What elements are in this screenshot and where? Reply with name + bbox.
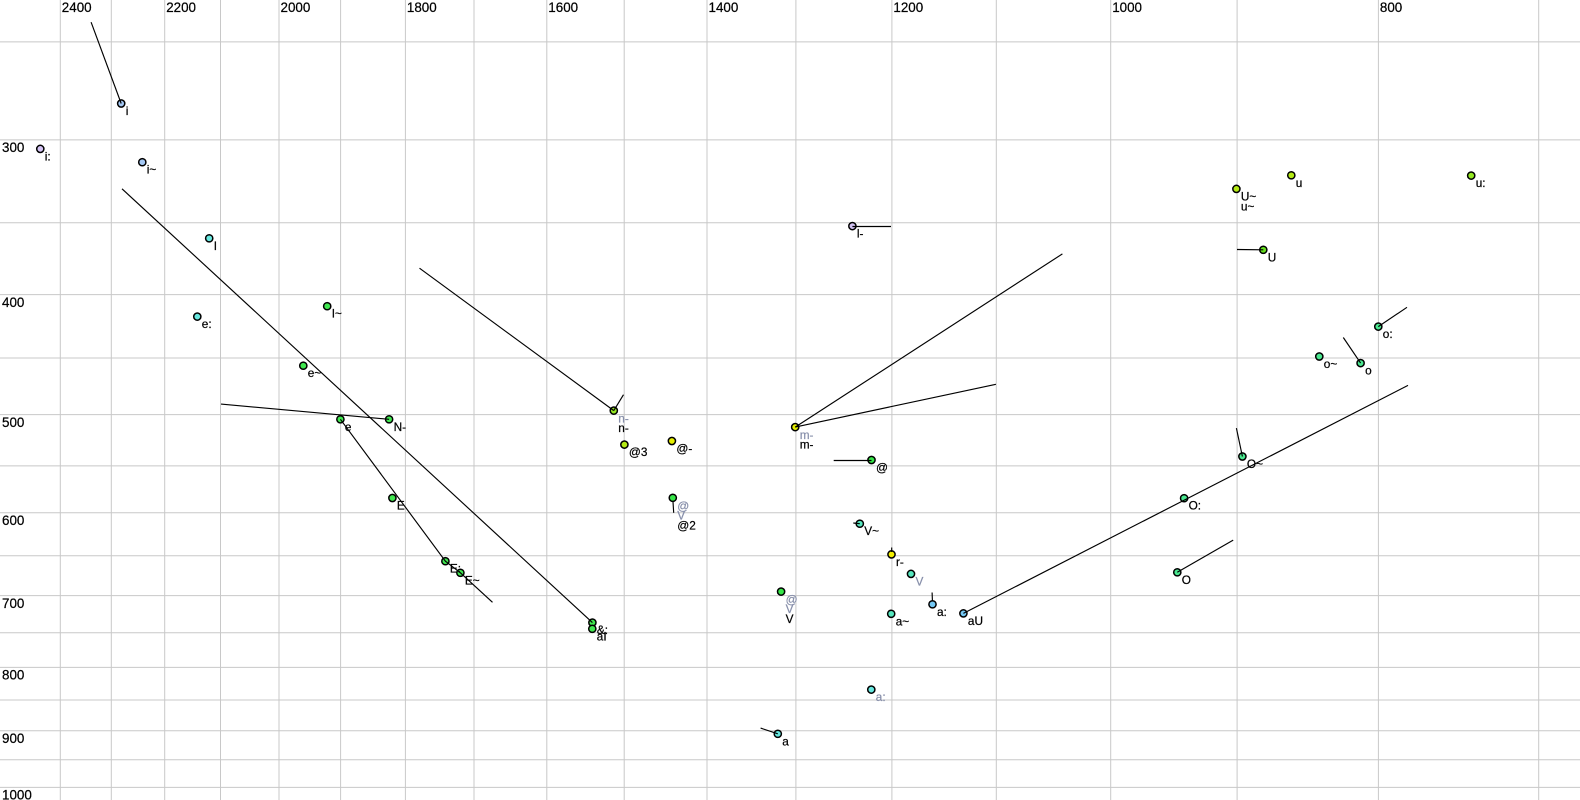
svg-text:800: 800 <box>2 668 24 683</box>
svg-text:&:: &: <box>597 623 608 637</box>
svg-text:@: @ <box>876 461 888 475</box>
svg-text:I~: I~ <box>332 307 342 321</box>
svg-text:i:: i: <box>45 149 51 163</box>
svg-text:e~: e~ <box>308 366 322 380</box>
svg-text:2000: 2000 <box>281 0 311 15</box>
svg-text:aU: aU <box>968 614 983 628</box>
svg-text:a:: a: <box>937 605 947 619</box>
svg-text:1600: 1600 <box>548 0 578 15</box>
svg-text:a: a <box>782 734 789 748</box>
svg-text:@: @ <box>677 499 689 513</box>
svg-text:o~: o~ <box>1324 357 1338 371</box>
svg-text:V: V <box>916 574 924 588</box>
svg-text:o:: o: <box>1383 327 1393 341</box>
svg-text:e: e <box>345 420 352 434</box>
svg-text:O~: O~ <box>1247 457 1263 471</box>
svg-text:1400: 1400 <box>709 0 739 15</box>
svg-text:E: E <box>397 499 405 513</box>
svg-text:O: O <box>1182 573 1191 587</box>
svg-text:r-: r- <box>896 555 904 569</box>
svg-text:u: u <box>1296 176 1303 190</box>
svg-text:@: @ <box>786 593 798 607</box>
svg-text:U: U <box>1268 250 1277 264</box>
svg-text:300: 300 <box>2 140 24 155</box>
svg-text:400: 400 <box>2 295 24 310</box>
svg-text:u~: u~ <box>1241 200 1255 214</box>
svg-text:E:: E: <box>450 562 461 576</box>
svg-text:u:: u: <box>1476 176 1486 190</box>
svg-text:o: o <box>1365 364 1372 378</box>
svg-text:V: V <box>786 602 794 616</box>
svg-text:V~: V~ <box>864 524 879 538</box>
svg-text:E~: E~ <box>465 573 480 587</box>
svg-text:1800: 1800 <box>407 0 437 15</box>
svg-text:V: V <box>786 612 794 626</box>
svg-text:m-: m- <box>800 438 814 452</box>
svg-text:@2: @2 <box>677 518 696 532</box>
svg-text:i~: i~ <box>147 163 157 177</box>
svg-text:m-: m- <box>800 428 814 442</box>
svg-text:V: V <box>677 508 685 522</box>
svg-text:n-: n- <box>618 412 629 426</box>
svg-text:500: 500 <box>2 415 24 430</box>
svg-text:800: 800 <box>1380 0 1402 15</box>
svg-text:I: I <box>214 239 217 253</box>
svg-text:2200: 2200 <box>166 0 196 15</box>
svg-text:a~: a~ <box>896 614 910 628</box>
svg-text:l-: l- <box>857 227 864 241</box>
svg-text:1000: 1000 <box>1112 0 1142 15</box>
svg-text:N-: N- <box>394 420 407 434</box>
svg-text:900: 900 <box>2 731 24 746</box>
svg-text:700: 700 <box>2 596 24 611</box>
svg-text:e:: e: <box>202 317 212 331</box>
svg-text:1000: 1000 <box>2 788 32 800</box>
svg-text:U~: U~ <box>1241 189 1257 203</box>
svg-text:@-: @- <box>676 442 692 456</box>
svg-text:1200: 1200 <box>893 0 923 15</box>
svg-text:@3: @3 <box>629 445 648 459</box>
svg-text:a:: a: <box>876 690 886 704</box>
svg-text:i: i <box>126 104 129 118</box>
svg-text:aI: aI <box>597 629 607 643</box>
svg-text:2400: 2400 <box>62 0 92 15</box>
svg-text:n-: n- <box>618 421 629 435</box>
svg-text:600: 600 <box>2 513 24 528</box>
svg-text:O:: O: <box>1189 499 1201 513</box>
